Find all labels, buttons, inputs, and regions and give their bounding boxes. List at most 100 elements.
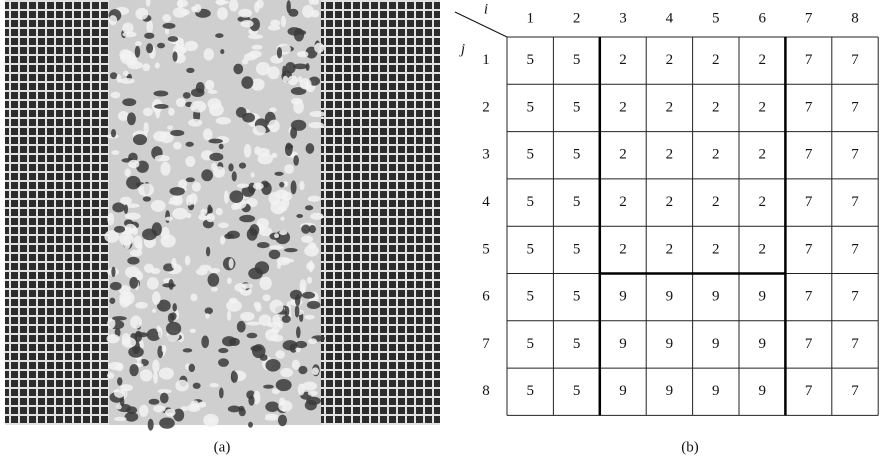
cell-value: 7 bbox=[851, 336, 859, 352]
grain bbox=[300, 78, 312, 89]
photo-panel bbox=[5, 0, 440, 431]
grain bbox=[296, 326, 301, 338]
cell-value: 9 bbox=[712, 289, 720, 305]
grain bbox=[165, 409, 176, 417]
grain bbox=[228, 163, 233, 171]
cell-value: 5 bbox=[573, 52, 581, 68]
grain bbox=[205, 80, 214, 90]
grain bbox=[239, 215, 255, 222]
row-header: 5 bbox=[482, 241, 490, 257]
column-header: 2 bbox=[573, 10, 581, 26]
grain bbox=[290, 127, 297, 139]
cell-value: 2 bbox=[712, 241, 720, 257]
grain bbox=[198, 402, 206, 408]
grain bbox=[153, 371, 158, 384]
grain bbox=[257, 242, 270, 248]
column-header: 5 bbox=[712, 10, 720, 26]
grain bbox=[232, 171, 237, 181]
cell-value: 7 bbox=[851, 241, 859, 257]
grain bbox=[265, 414, 278, 418]
grain bbox=[241, 283, 253, 288]
grain bbox=[249, 50, 262, 57]
grain bbox=[157, 43, 165, 49]
grain bbox=[192, 182, 201, 192]
grain bbox=[127, 257, 139, 265]
grain bbox=[306, 143, 315, 154]
grain bbox=[304, 315, 314, 320]
grain bbox=[114, 226, 125, 233]
grain bbox=[292, 360, 300, 370]
grain bbox=[190, 101, 206, 113]
caption: (a) bbox=[214, 439, 231, 455]
cell-value: 7 bbox=[805, 52, 813, 68]
cell-value: 2 bbox=[712, 147, 720, 163]
grain bbox=[293, 64, 308, 70]
grain bbox=[219, 144, 224, 150]
grain bbox=[109, 298, 115, 304]
grain bbox=[305, 400, 317, 410]
grain bbox=[279, 206, 287, 212]
grain bbox=[139, 405, 148, 417]
grain bbox=[242, 58, 249, 64]
grain bbox=[119, 232, 134, 245]
cell-value: 5 bbox=[526, 147, 534, 163]
grain bbox=[280, 217, 284, 221]
cell-value: 2 bbox=[758, 194, 766, 210]
grain bbox=[259, 277, 271, 290]
grain bbox=[308, 391, 318, 396]
grain bbox=[287, 27, 300, 35]
corner-diagonal bbox=[455, 12, 507, 37]
grain bbox=[168, 200, 179, 204]
grain bbox=[107, 334, 120, 343]
grain bbox=[160, 393, 169, 404]
cell-value: 2 bbox=[619, 241, 627, 257]
grain bbox=[130, 316, 142, 329]
grain bbox=[165, 210, 170, 223]
grain bbox=[229, 258, 234, 268]
grain bbox=[119, 49, 131, 60]
grain bbox=[283, 76, 288, 83]
grain bbox=[286, 144, 293, 150]
cell-value: 2 bbox=[666, 99, 674, 115]
grain bbox=[175, 380, 188, 392]
grain bbox=[138, 183, 154, 196]
grain bbox=[265, 402, 279, 412]
grain bbox=[284, 306, 289, 316]
grain bbox=[146, 20, 153, 33]
grain bbox=[149, 399, 160, 405]
grain bbox=[206, 247, 210, 257]
column-header: 4 bbox=[666, 10, 674, 26]
cell-value: 7 bbox=[805, 194, 813, 210]
grain bbox=[159, 417, 175, 428]
grain bbox=[252, 45, 263, 50]
grain bbox=[268, 25, 280, 31]
grain bbox=[185, 256, 191, 266]
grain bbox=[155, 155, 170, 162]
grain bbox=[254, 2, 260, 13]
col-axis-label: i bbox=[484, 1, 488, 17]
grain bbox=[158, 327, 162, 338]
grain bbox=[148, 419, 154, 431]
cell-value: 7 bbox=[851, 147, 859, 163]
grain bbox=[217, 7, 228, 20]
grain bbox=[209, 383, 219, 387]
grain bbox=[253, 183, 264, 190]
grain bbox=[246, 321, 261, 325]
grain bbox=[117, 377, 122, 386]
grain bbox=[110, 282, 122, 291]
grain bbox=[253, 125, 266, 135]
grain bbox=[305, 205, 313, 210]
cell-value: 9 bbox=[666, 383, 674, 399]
row-header: 1 bbox=[482, 52, 490, 68]
cell-value: 2 bbox=[758, 99, 766, 115]
grain bbox=[263, 294, 271, 301]
grain bbox=[135, 8, 148, 20]
grain bbox=[215, 33, 223, 38]
grain bbox=[146, 43, 153, 53]
cell-value: 5 bbox=[526, 194, 534, 210]
grain bbox=[291, 180, 297, 194]
grain bbox=[176, 39, 180, 52]
grain bbox=[301, 235, 313, 243]
grain bbox=[200, 209, 207, 216]
grain bbox=[116, 404, 122, 409]
